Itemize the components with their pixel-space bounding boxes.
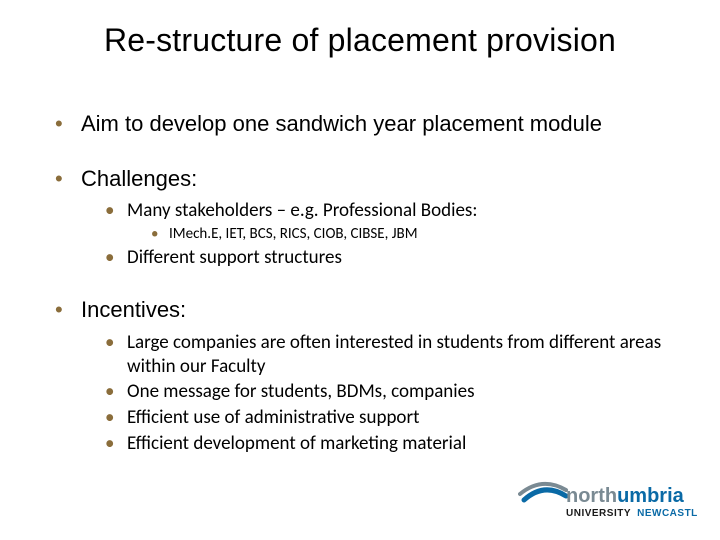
bullet-admin-support: Efficient use of administrative support bbox=[105, 406, 665, 430]
bullet-list-level2: Large companies are often interested in … bbox=[81, 331, 665, 456]
northumbria-logo: northumbria UNIVERSITY NEWCASTLE bbox=[518, 472, 698, 522]
bullet-list-level2: Many stakeholders – e.g. Professional Bo… bbox=[81, 199, 665, 270]
bullet-challenges: Challenges: Many stakeholders – e.g. Pro… bbox=[55, 165, 665, 271]
bullet-large-companies: Large companies are often interested in … bbox=[105, 331, 665, 379]
logo-sub: UNIVERSITY bbox=[566, 508, 631, 519]
bullet-list-level3: IMech.E, IET, BCS, RICS, CIOB, CIBSE, JB… bbox=[127, 225, 665, 245]
bullet-marketing: Efficient development of marketing mater… bbox=[105, 432, 665, 456]
bullet-text: Challenges: bbox=[81, 166, 197, 191]
slide: Re-structure of placement provision Aim … bbox=[0, 0, 720, 540]
bullet-text: Efficient development of marketing mater… bbox=[127, 432, 466, 455]
logo-city: NEWCASTLE bbox=[637, 508, 698, 519]
bullet-stakeholders: Many stakeholders – e.g. Professional Bo… bbox=[105, 199, 665, 244]
bullet-text: Efficient use of administrative support bbox=[127, 406, 419, 429]
bullet-list-level1: Aim to develop one sandwich year placeme… bbox=[55, 110, 665, 456]
bullet-text: Many stakeholders – e.g. Professional Bo… bbox=[127, 199, 477, 222]
slide-title: Re-structure of placement provision bbox=[0, 22, 720, 59]
logo-word-left: north bbox=[566, 485, 617, 507]
svg-text:UNIVERSITY NEWCASTLE: UNIVERSITY NEWCASTLE bbox=[566, 508, 698, 519]
bullet-text: Incentives: bbox=[81, 297, 186, 322]
bullet-incentives: Incentives: Large companies are often in… bbox=[55, 296, 665, 455]
bullet-aim: Aim to develop one sandwich year placeme… bbox=[55, 110, 665, 139]
logo-svg: northumbria UNIVERSITY NEWCASTLE bbox=[518, 472, 698, 522]
bullet-text: Aim to develop one sandwich year placeme… bbox=[81, 111, 602, 136]
slide-body: Aim to develop one sandwich year placeme… bbox=[55, 110, 665, 482]
bullet-text: Different support structures bbox=[127, 246, 342, 269]
bullet-one-message: One message for students, BDMs, companie… bbox=[105, 380, 665, 404]
logo-word-right: umbria bbox=[617, 485, 685, 507]
svg-text:northumbria: northumbria bbox=[566, 485, 685, 507]
bullet-text: One message for students, BDMs, companie… bbox=[127, 380, 475, 403]
bullet-text: IMech.E, IET, BCS, RICS, CIOB, CIBSE, JB… bbox=[169, 225, 418, 243]
bullet-text: Large companies are often interested in … bbox=[127, 331, 661, 378]
bullet-support-structures: Different support structures bbox=[105, 246, 665, 270]
bullet-bodies-list: IMech.E, IET, BCS, RICS, CIOB, CIBSE, JB… bbox=[151, 225, 665, 245]
